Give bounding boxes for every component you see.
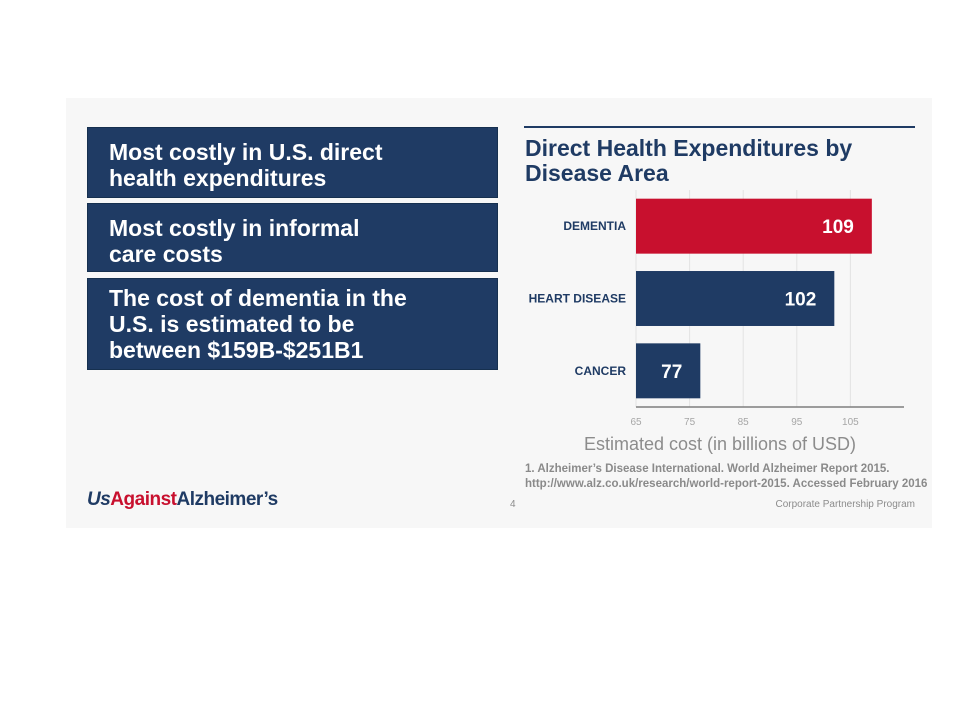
logo-alzheimers: Alzheimer’s bbox=[176, 489, 278, 510]
bar-cancer bbox=[636, 343, 701, 399]
callout-box-dementia-cost: The cost of dementia in the U.S. is esti… bbox=[87, 278, 498, 370]
source-footnote: 1. Alzheimer’s Disease International. Wo… bbox=[525, 462, 927, 492]
data-label: 109 bbox=[822, 217, 854, 238]
callout-text: Most costly in U.S. direct health expend… bbox=[109, 139, 383, 191]
title-rule bbox=[524, 126, 915, 128]
source-line-1: 1. Alzheimer’s Disease International. Wo… bbox=[525, 463, 890, 475]
data-label: 77 bbox=[661, 362, 682, 383]
x-tick-label: 85 bbox=[738, 417, 750, 428]
usagainstalzheimers-logo: UsAgainstAlzheimer’s bbox=[87, 489, 278, 511]
page-number: 4 bbox=[510, 499, 516, 510]
x-tick-label: 105 bbox=[842, 417, 859, 428]
data-label: 102 bbox=[785, 290, 817, 311]
x-axis-label: Estimated cost (in billions of USD) bbox=[583, 434, 857, 454]
bar-dementia bbox=[636, 198, 872, 254]
callout-text: Most costly in informal care costs bbox=[109, 215, 360, 267]
x-tick-label: 75 bbox=[684, 417, 696, 428]
footer-program-label: Corporate Partnership Program bbox=[775, 499, 915, 510]
logo-against: Against bbox=[110, 489, 177, 510]
logo-us: Us bbox=[87, 489, 111, 510]
category-label: DEMENTIA bbox=[563, 219, 626, 233]
bar-heart-disease bbox=[636, 271, 835, 326]
callout-text: The cost of dementia in the U.S. is esti… bbox=[109, 285, 407, 363]
x-tick-label: 95 bbox=[791, 417, 803, 428]
category-label: CANCER bbox=[575, 364, 627, 378]
x-tick-label: 65 bbox=[630, 417, 642, 428]
callout-box-informal-care: Most costly in informal care costs bbox=[87, 203, 498, 272]
callout-box-direct-expenditures: Most costly in U.S. direct health expend… bbox=[87, 127, 498, 198]
source-line-2: http://www.alz.co.uk/research/world-repo… bbox=[525, 478, 928, 490]
chart-title: Direct Health Expenditures by Disease Ar… bbox=[525, 135, 853, 186]
category-label: HEART DISEASE bbox=[529, 292, 626, 306]
